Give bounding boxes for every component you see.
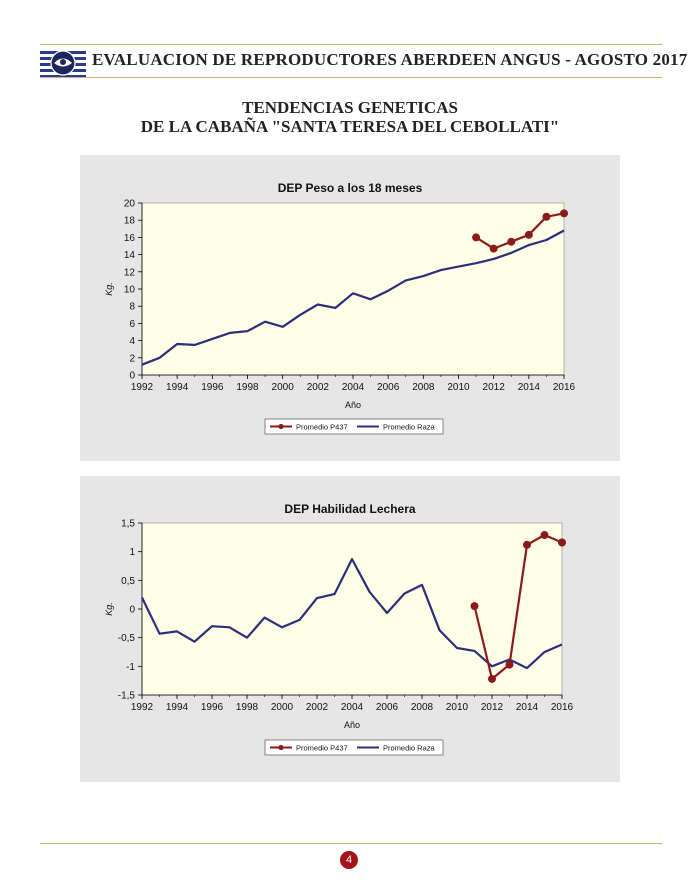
- x-tick-label: 1992: [131, 702, 154, 713]
- x-tick-label: 1992: [131, 382, 154, 393]
- x-tick-label: 2004: [342, 382, 365, 393]
- legend-box: [264, 739, 444, 756]
- x-tick-label: 1994: [166, 382, 189, 393]
- data-point-p437: [558, 538, 566, 547]
- legend-box: [264, 418, 444, 435]
- y-axis-label: Kg.: [104, 602, 114, 616]
- x-tick-label: 2008: [412, 382, 435, 393]
- plot-area: [141, 522, 563, 696]
- y-tick-label: 8: [129, 302, 135, 313]
- y-tick-label: -0,5: [118, 633, 136, 644]
- y-tick-label: 20: [124, 199, 136, 210]
- y-tick-label: -1,5: [118, 691, 136, 702]
- x-tick-label: 1994: [166, 702, 189, 713]
- chart-panel-peso: DEP Peso a los 18 meses 0 2 4 6 8 10 12 14 16 18 20…: [80, 155, 620, 461]
- data-point-p437: [489, 244, 498, 253]
- legend-marker-p437: [278, 744, 284, 751]
- footer-rule: [40, 843, 662, 844]
- y-axis-label: Kg.: [104, 282, 114, 296]
- x-tick-label: 2008: [411, 702, 434, 713]
- x-axis-label: Año: [345, 400, 361, 410]
- y-tick-label: 0: [129, 371, 135, 382]
- chart-title: DEP Peso a los 18 meses: [278, 181, 423, 195]
- x-tick-label: 1998: [236, 702, 259, 713]
- plot-area: [141, 202, 565, 376]
- series-line-raza: [141, 229, 565, 366]
- data-point-p437: [560, 209, 568, 218]
- x-tick-label: 1996: [201, 382, 224, 393]
- shield-logo-icon: [40, 50, 86, 78]
- y-tick-label: 10: [124, 285, 136, 296]
- y-tick-label: 0,5: [121, 576, 135, 587]
- legend-label-p437: Promedio P437: [296, 423, 348, 432]
- chart-habilidad-lechera: DEP Habilidad Lechera -1,5 -1 -0,5 0 0,5 1 1,5 1…: [104, 502, 574, 756]
- x-tick-label: 2006: [376, 702, 399, 713]
- y-tick-label: 1: [129, 547, 135, 558]
- x-tick-label: 1996: [201, 702, 224, 713]
- y-tick-label: 16: [124, 233, 136, 244]
- x-tick-label: 2012: [481, 702, 504, 713]
- legend-label-raza: Promedio Raza: [383, 744, 436, 753]
- y-tick-label: 14: [124, 250, 136, 261]
- y-tick-label: -1: [126, 662, 135, 673]
- x-tick-label: 2012: [483, 382, 506, 393]
- data-point-p437: [505, 660, 514, 669]
- data-point-p437: [542, 212, 551, 221]
- x-tick-label: 2000: [271, 702, 294, 713]
- data-point-p437: [470, 602, 479, 611]
- y-tick-label: 4: [129, 336, 135, 347]
- data-point-p437: [524, 230, 533, 239]
- x-tick-label: 2014: [516, 702, 539, 713]
- x-tick-label: 1998: [236, 382, 259, 393]
- data-point-p437: [488, 674, 496, 683]
- data-point-p437: [523, 540, 531, 549]
- x-tick-label: 2004: [341, 702, 364, 713]
- page-title-line1: TENDENCIAS GENETICAS: [242, 98, 458, 117]
- data-point-p437: [540, 531, 549, 540]
- x-tick-label: 2006: [377, 382, 400, 393]
- header-title: EVALUACION DE REPRODUCTORES ABERDEEN ANG…: [92, 50, 688, 69]
- y-tick-label: 2: [129, 353, 135, 364]
- x-tick-label: 2002: [306, 702, 329, 713]
- page-title-line2: DE LA CABAÑA "SANTA TERESA DEL CEBOLLATI…: [140, 117, 560, 136]
- legend-marker-p437: [278, 423, 284, 430]
- y-tick-label: 18: [124, 216, 136, 227]
- x-tick-label: 2010: [446, 702, 469, 713]
- header-rule-top: [40, 44, 662, 45]
- page-number: 4: [340, 851, 358, 869]
- x-axis-label: Año: [344, 720, 360, 730]
- y-tick-label: 12: [124, 267, 136, 278]
- header-rule-bottom: [40, 77, 662, 78]
- y-tick-label: 1,5: [121, 519, 135, 530]
- y-tick-label: 6: [129, 319, 135, 330]
- legend-label-raza: Promedio Raza: [383, 423, 436, 432]
- x-tick-label: 2016: [553, 382, 576, 393]
- legend-label-p437: Promedio P437: [296, 744, 348, 753]
- x-tick-label: 2010: [447, 382, 470, 393]
- chart-panel-lechera: DEP Habilidad Lechera -1,5 -1 -0,5 0 0,5 1 1,5 1…: [80, 476, 620, 782]
- x-tick-label: 2000: [272, 382, 295, 393]
- data-point-p437: [472, 233, 481, 242]
- series-line-raza: [141, 557, 563, 670]
- x-tick-label: 2016: [551, 702, 574, 713]
- y-tick-label: 0: [129, 605, 135, 616]
- x-tick-label: 2014: [518, 382, 541, 393]
- chart-peso-18-meses: DEP Peso a los 18 meses 0 2 4 6 8 10 12 14 16 18 20…: [104, 181, 576, 435]
- x-tick-label: 2002: [307, 382, 330, 393]
- chart-title: DEP Habilidad Lechera: [284, 502, 415, 516]
- data-point-p437: [507, 237, 516, 246]
